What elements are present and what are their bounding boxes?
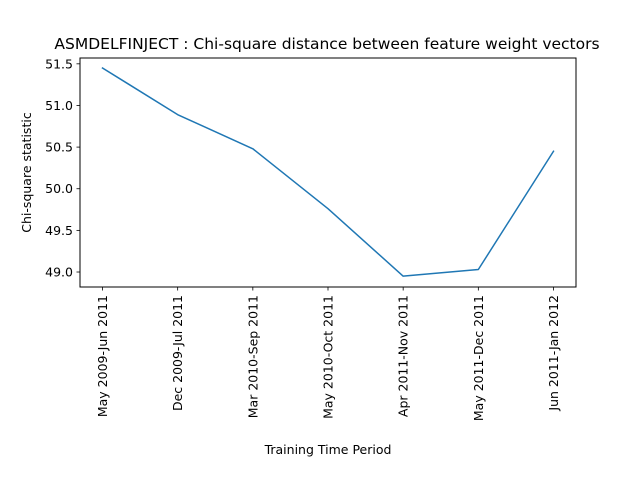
y-tick-label: 50.0 — [45, 181, 73, 196]
x-axis: May 2009-Jun 2011 Dec 2009-Jul 2011 Mar 20… — [95, 287, 561, 421]
y-tick-label: 49.0 — [45, 265, 73, 280]
y-tick-label: 49.5 — [45, 223, 73, 238]
x-tick-label: Apr 2011-Nov 2011 — [396, 295, 411, 417]
x-tick-label: Dec 2009-Jul 2011 — [170, 295, 185, 411]
x-tick-label: May 2010-Oct 2011 — [321, 295, 336, 419]
y-tick-label: 50.5 — [45, 140, 73, 155]
x-tick-label: May 2009-Jun 2011 — [95, 295, 110, 417]
x-tick-label: Mar 2010-Sep 2011 — [245, 295, 260, 418]
x-tick-label: Jun 2011-Jan 2012 — [546, 295, 561, 412]
y-tick-label: 51.0 — [45, 98, 73, 113]
x-axis-label: Training Time Period — [264, 442, 392, 457]
x-tick-label: May 2011-Dec 2011 — [471, 295, 486, 421]
plot-area — [101, 66, 555, 277]
axes-frame — [79, 57, 577, 288]
y-axis: 49.0 49.5 50.0 50.5 51.0 51.5 — [45, 56, 80, 280]
y-tick-label: 51.5 — [45, 56, 73, 71]
chart-title: ASMDELFINJECT : Chi-square distance betw… — [54, 35, 599, 53]
y-axis-label: Chi-square statistic — [19, 112, 34, 233]
data-line — [101, 66, 555, 277]
